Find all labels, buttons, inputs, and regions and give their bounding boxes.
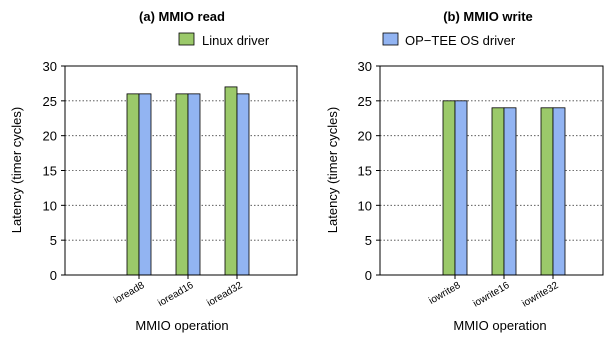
panel-b-axes-frame [379, 65, 604, 276]
panel-a-category-label: ioread16 [156, 280, 196, 309]
panel-b-category-label: iowrite32 [520, 280, 561, 310]
panel-a-xlabel: MMIO operation [135, 318, 228, 333]
panel-a-ytick-label: 30 [43, 59, 57, 74]
panel-a-ytick-label: 15 [43, 164, 57, 179]
panel-b-bar-optee [454, 100, 468, 276]
panel-b-xlabel: MMIO operation [453, 318, 546, 333]
panel-b-bar-linux [540, 107, 554, 276]
legend-swatch-optee [382, 32, 399, 46]
panel-b-category-label: iowrite8 [427, 280, 463, 307]
panel-a-bar-linux [126, 93, 140, 276]
panel-b-ylabel: Latency (timer cycles) [325, 107, 340, 233]
panel-a-axes-frame [64, 65, 298, 276]
panel-b-ytick-label: 10 [358, 198, 372, 213]
panel-a-ytick-label: 0 [50, 268, 57, 283]
legend-label-linux: Linux driver [202, 33, 270, 48]
panel-b-bar-linux [491, 107, 505, 276]
panel-b-bar-linux [442, 100, 456, 276]
panel-b-ytick-label: 5 [365, 233, 372, 248]
legend-label-optee: OP−TEE OS driver [405, 33, 516, 48]
panel-a-bar-optee [236, 93, 250, 276]
panel-a-category-label: ioread8 [112, 280, 147, 306]
panel-a-ylabel: Latency (timer cycles) [9, 107, 24, 233]
panel-a: Latency (timer cycles) MMIO operation 0 5… [9, 59, 298, 333]
panel-b-bar-optee [503, 107, 517, 276]
panel-b-ytick-label: 20 [358, 129, 372, 144]
panel-a-ytick-label: 10 [43, 198, 57, 213]
panel-b-ytick-label: 0 [365, 268, 372, 283]
panel-a-bar-linux [224, 86, 238, 276]
panel-a-bar-optee [138, 93, 152, 276]
panel-b-title: (b) MMIO write [443, 9, 533, 24]
panel-a-bar-linux [175, 93, 189, 276]
panel-a-title: (a) MMIO read [139, 9, 225, 24]
panel-b: Latency (timer cycles) MMIO operation 0 5… [325, 59, 604, 333]
panel-a-ytick-label: 5 [50, 233, 57, 248]
panel-a-category-label: ioread32 [205, 280, 245, 309]
panel-b-ytick-label: 15 [358, 164, 372, 179]
panel-b-ytick-label: 25 [358, 94, 372, 109]
panel-a-ytick-label: 25 [43, 94, 57, 109]
panel-b-bar-optee [552, 107, 566, 276]
panel-a-ytick-label: 20 [43, 129, 57, 144]
legend-swatch-linux [178, 32, 195, 46]
legend: Linux driver OP−TEE OS driver [178, 32, 516, 48]
panel-a-bar-optee [187, 93, 201, 276]
panel-b-ytick-label: 30 [358, 59, 372, 74]
panel-b-category-label: iowrite16 [471, 280, 512, 310]
